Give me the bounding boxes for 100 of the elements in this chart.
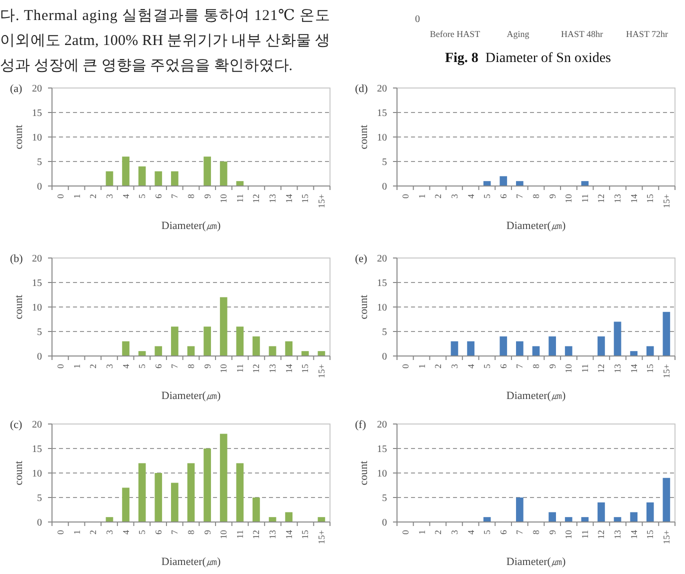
y-axis-title: count <box>358 124 370 150</box>
bar <box>516 341 524 356</box>
bar <box>220 297 228 356</box>
x-tick-label: 2 <box>433 530 444 534</box>
x-tick-label: 5 <box>137 530 148 534</box>
x-tick-label: 14 <box>284 530 294 539</box>
y-tick-label: 5 <box>37 493 42 504</box>
x-tick-label: 1 <box>416 530 427 534</box>
x-tick-label: 10 <box>564 194 574 203</box>
bar <box>598 336 605 356</box>
bar <box>171 326 178 356</box>
x-tick-label: 2 <box>88 530 98 534</box>
x-tick-label: 5 <box>482 364 492 368</box>
bar <box>532 346 540 356</box>
x-tick-label: 8 <box>531 194 541 198</box>
x-tick-label: 14 <box>284 364 294 373</box>
x-tick-label: 9 <box>547 364 558 368</box>
x-tick-label: 6 <box>498 194 508 198</box>
x-tick-label: 7 <box>170 194 180 198</box>
x-tick-label: 15 <box>300 364 310 373</box>
y-tick-label: 20 <box>377 420 387 430</box>
bar <box>122 156 130 186</box>
bar <box>106 171 114 186</box>
x-tick-label: 1 <box>416 194 427 198</box>
x-tick-label: 15+ <box>316 194 326 208</box>
bar <box>138 166 146 186</box>
x-tick-label: 15 <box>645 364 656 373</box>
bar <box>268 346 276 356</box>
text: 다. Thermal aging 실험결과를 통하여 121℃ 온도 <box>0 8 330 24</box>
text: HAST 48hr <box>560 29 604 39</box>
y-tick-label: 20 <box>377 84 387 94</box>
x-tick-label: 15+ <box>316 364 326 378</box>
y-tick-label: 10 <box>377 132 387 144</box>
x-tick-label: 9 <box>547 194 558 198</box>
x-tick-label: 5 <box>482 194 492 198</box>
x-axis-title: Diameter(㎛) <box>506 220 566 232</box>
x-axis-title: Diameter(㎛) <box>506 556 566 568</box>
y-tick-label: 10 <box>32 302 42 314</box>
y-tick-label: 10 <box>32 468 42 480</box>
chart-title: (a) <box>10 83 23 95</box>
text: Aging <box>506 29 530 39</box>
y-tick-label: 10 <box>32 132 42 144</box>
bar <box>598 502 605 522</box>
x-tick-label: 12 <box>251 194 262 203</box>
x-tick-label: 8 <box>186 194 196 198</box>
y-axis-title: count <box>13 294 25 320</box>
x-tick-label: 11 <box>234 194 245 203</box>
x-axis-title: Diameter(㎛) <box>161 390 221 402</box>
bar <box>252 336 260 356</box>
text: 성과 성장에 큰 영향을 주었음을 확인하였다. <box>0 58 292 74</box>
y-tick-label: 15 <box>377 444 387 455</box>
bar <box>450 341 458 356</box>
x-tick-label: 13 <box>612 194 623 203</box>
y-tick-label: 15 <box>377 108 387 119</box>
x-tick-label: 6 <box>498 364 508 368</box>
x-tick-label: 3 <box>449 194 460 198</box>
bar <box>171 482 178 522</box>
x-tick-label: 7 <box>514 194 525 198</box>
x-tick-label: 1 <box>72 194 82 198</box>
bar <box>122 341 130 356</box>
bar <box>252 498 260 522</box>
x-tick-label: 0 <box>400 194 411 198</box>
x-tick-label: 12 <box>596 364 606 373</box>
x-axis-title: Diameter(㎛) <box>161 556 221 568</box>
bar <box>220 434 228 522</box>
x-tick-label: 8 <box>186 530 196 534</box>
x-tick-label: 3 <box>449 364 460 368</box>
x-tick-label: 1 <box>416 364 427 368</box>
bar <box>138 351 146 356</box>
x-tick-label: 10 <box>564 364 574 373</box>
x-tick-label: 5 <box>137 364 148 368</box>
text: 이외에도 2atm, 100% RH 분위기가 내부 산화물 생 <box>0 33 330 49</box>
x-tick-label: 6 <box>153 364 164 368</box>
bar <box>614 322 622 356</box>
bar <box>646 346 654 356</box>
x-tick-label: 1 <box>72 364 82 368</box>
y-tick-label: 15 <box>377 278 387 289</box>
y-tick-label: 20 <box>377 254 387 264</box>
y-axis-title: count <box>358 294 370 320</box>
x-tick-label: 4 <box>120 194 131 198</box>
bar <box>548 336 556 356</box>
x-tick-label: 4 <box>120 530 131 534</box>
bar <box>630 512 638 522</box>
x-tick-label: 7 <box>514 530 525 534</box>
chart-title: (d) <box>355 83 368 95</box>
bar <box>154 171 162 186</box>
y-tick-label: 5 <box>382 493 387 504</box>
x-tick-label: 1 <box>72 530 82 534</box>
x-tick-label: 15 <box>645 194 656 203</box>
x-tick-label: 15 <box>300 530 310 539</box>
x-tick-label: 4 <box>466 530 476 534</box>
x-axis-title: Diameter(㎛) <box>506 390 566 402</box>
y-tick-label: 15 <box>32 108 42 119</box>
y-axis-title: count <box>13 460 25 486</box>
x-tick-label: 15 <box>300 194 310 203</box>
text: HAST 72hr <box>626 29 668 39</box>
bar <box>204 326 211 356</box>
chart-title: (f) <box>355 419 366 431</box>
bar <box>204 448 211 522</box>
x-tick-label: 2 <box>433 364 444 368</box>
